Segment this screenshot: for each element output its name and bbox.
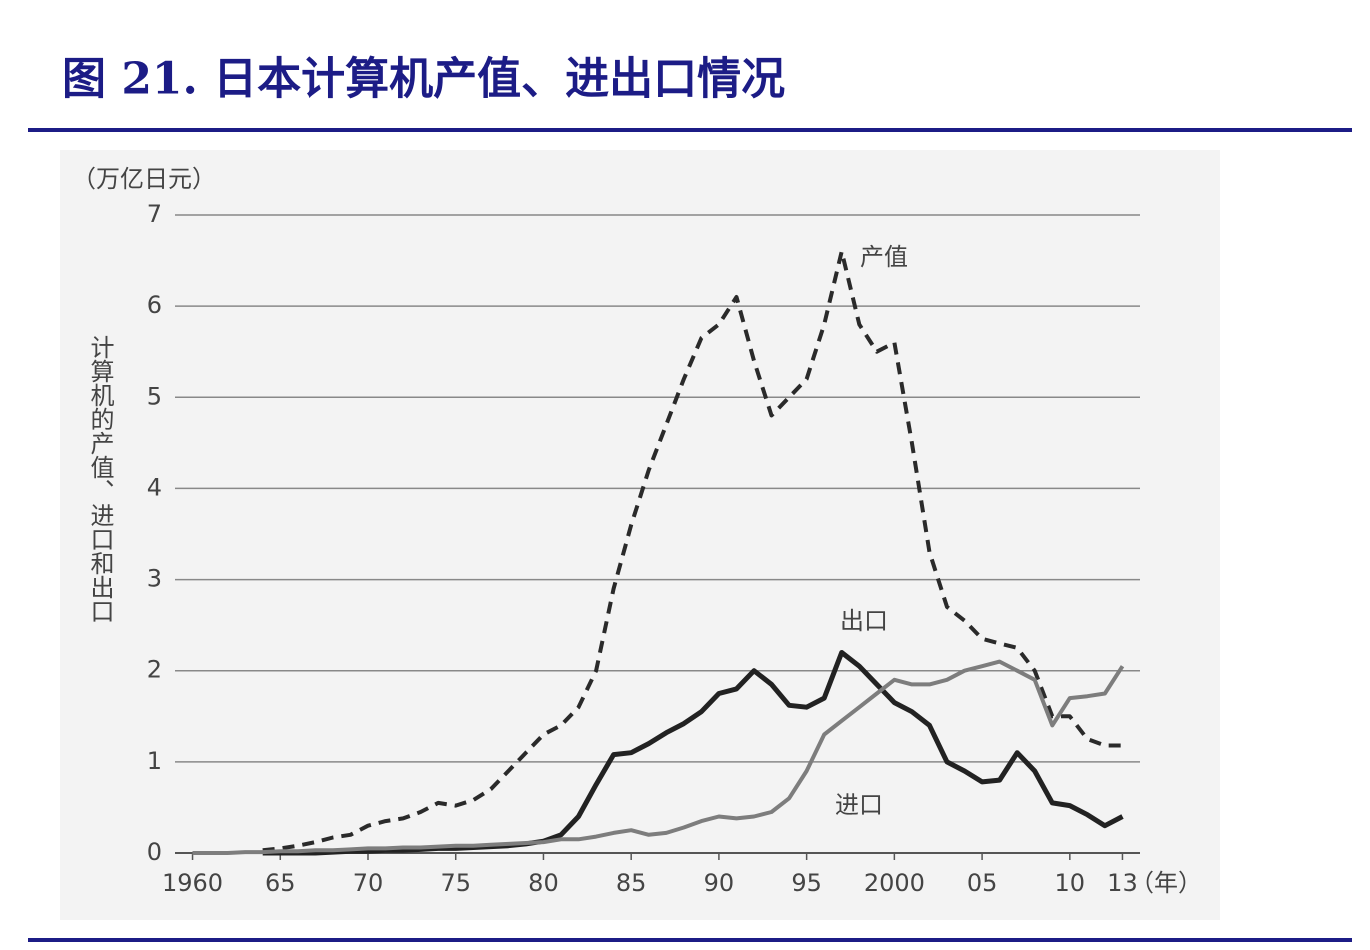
- y-tick-label: 0: [147, 838, 162, 866]
- x-tick-label: 80: [528, 869, 559, 897]
- x-tick-label: 75: [440, 869, 471, 897]
- x-tick-label: 10: [1055, 869, 1086, 897]
- x-tick-label: 05: [967, 869, 998, 897]
- y-unit: （万亿日元）: [72, 165, 216, 193]
- x-tick-label: 85: [616, 869, 647, 897]
- chart-background: [60, 150, 1220, 920]
- series-line: [192, 659, 1125, 855]
- y-tick-label: 4: [147, 473, 162, 501]
- series-line: [262, 249, 1123, 853]
- y-tick-label: 6: [147, 291, 162, 319]
- series-label: 产值: [860, 243, 908, 271]
- x-tick-label: 2000: [864, 869, 925, 897]
- chart-title: 图 21. 日本计算机产值、进出口情况: [62, 54, 785, 105]
- y-tick-label: 3: [147, 565, 162, 593]
- x-tick-label: 95: [791, 869, 822, 897]
- y-axis-label: 计算机的产值、进口和出口: [86, 335, 114, 623]
- x-tick-label: 13: [1107, 869, 1138, 897]
- x-axis-label: （年）: [1130, 869, 1202, 897]
- x-tick-label: 65: [265, 869, 296, 897]
- series-label: 出口: [840, 607, 888, 635]
- y-tick-label: 5: [147, 382, 162, 410]
- y-tick-label: 1: [147, 747, 162, 775]
- series-label: 进口: [835, 791, 883, 819]
- y-tick-label: 7: [147, 200, 162, 228]
- x-tick-label: 70: [353, 869, 384, 897]
- y-tick-label: 2: [147, 656, 162, 684]
- series-line: [262, 650, 1124, 856]
- x-tick-label: 90: [704, 869, 735, 897]
- x-tick-label: 1960: [162, 869, 223, 897]
